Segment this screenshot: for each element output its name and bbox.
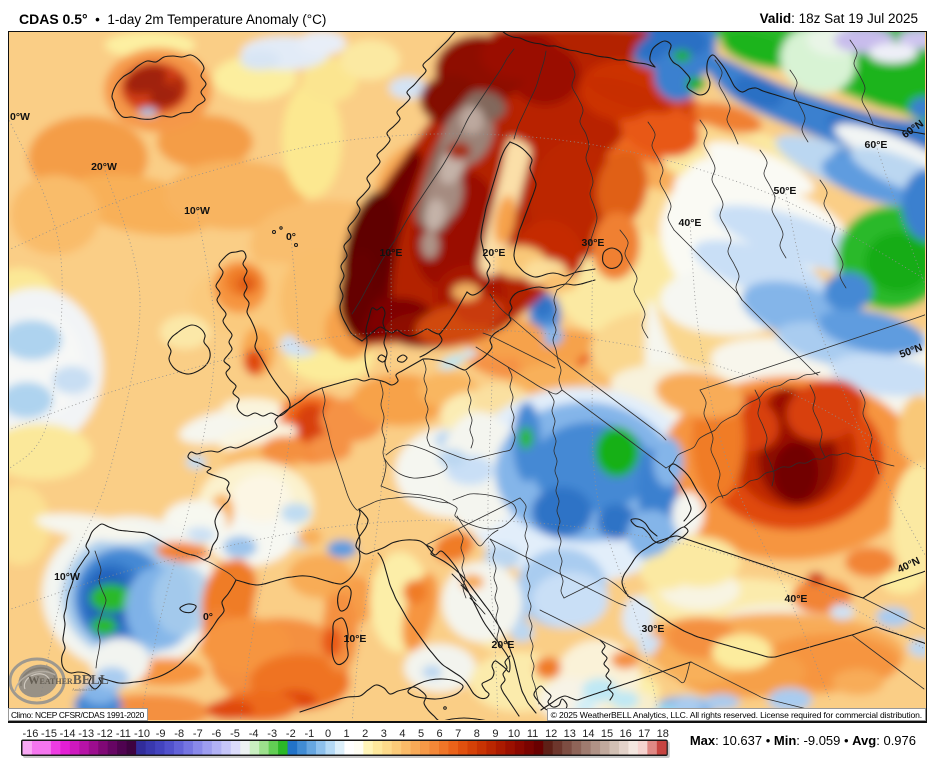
svg-text:15: 15	[601, 728, 613, 740]
svg-text:20°E: 20°E	[492, 639, 515, 651]
svg-text:20°E: 20°E	[483, 247, 506, 259]
svg-text:9: 9	[492, 728, 498, 740]
svg-text:40°E: 40°E	[679, 217, 702, 229]
svg-text:Analytics LLC: Analytics LLC	[72, 687, 96, 692]
svg-text:-4: -4	[249, 728, 259, 740]
svg-text:0: 0	[325, 728, 331, 740]
svg-text:-9: -9	[156, 728, 166, 740]
svg-text:50°E: 50°E	[774, 185, 797, 197]
svg-text:2: 2	[362, 728, 368, 740]
svg-text:10: 10	[508, 728, 520, 740]
svg-text:-11: -11	[116, 728, 131, 740]
svg-text:-1: -1	[305, 728, 315, 740]
svg-text:4: 4	[399, 728, 405, 740]
svg-text:10°W: 10°W	[184, 205, 210, 217]
svg-text:-2: -2	[286, 728, 296, 740]
svg-text:13: 13	[564, 728, 576, 740]
svg-text:7: 7	[455, 728, 461, 740]
svg-text:-14: -14	[60, 728, 76, 740]
svg-text:5: 5	[418, 728, 424, 740]
svg-text:-6: -6	[212, 728, 222, 740]
svg-text:10°E: 10°E	[344, 633, 367, 645]
svg-text:12: 12	[545, 728, 557, 740]
svg-text:17: 17	[638, 728, 650, 740]
svg-text:30°E: 30°E	[642, 623, 665, 635]
svg-text:-13: -13	[78, 728, 94, 740]
svg-text:-5: -5	[230, 728, 240, 740]
svg-text:0°W: 0°W	[10, 111, 30, 123]
svg-text:20°W: 20°W	[91, 161, 117, 173]
svg-text:0°: 0°	[286, 231, 296, 243]
svg-text:60°E: 60°E	[865, 139, 888, 151]
svg-text:14: 14	[582, 728, 594, 740]
svg-text:30°E: 30°E	[582, 237, 605, 249]
svg-text:-10: -10	[134, 728, 150, 740]
svg-text:10°E: 10°E	[380, 247, 403, 259]
svg-text:-3: -3	[267, 728, 277, 740]
svg-text:-16: -16	[22, 728, 38, 740]
svg-text:11: 11	[527, 728, 538, 740]
svg-text:-7: -7	[193, 728, 203, 740]
svg-text:16: 16	[619, 728, 631, 740]
svg-text:-8: -8	[174, 728, 184, 740]
svg-text:8: 8	[474, 728, 480, 740]
svg-text:0°: 0°	[203, 611, 213, 623]
svg-text:-15: -15	[41, 728, 57, 740]
svg-text:10°W: 10°W	[54, 571, 80, 583]
svg-text:40°E: 40°E	[785, 593, 808, 605]
svg-text:1: 1	[344, 728, 350, 740]
svg-text:18: 18	[657, 728, 669, 740]
svg-text:6: 6	[437, 728, 443, 740]
svg-text:3: 3	[381, 728, 387, 740]
svg-text:-12: -12	[97, 728, 113, 740]
